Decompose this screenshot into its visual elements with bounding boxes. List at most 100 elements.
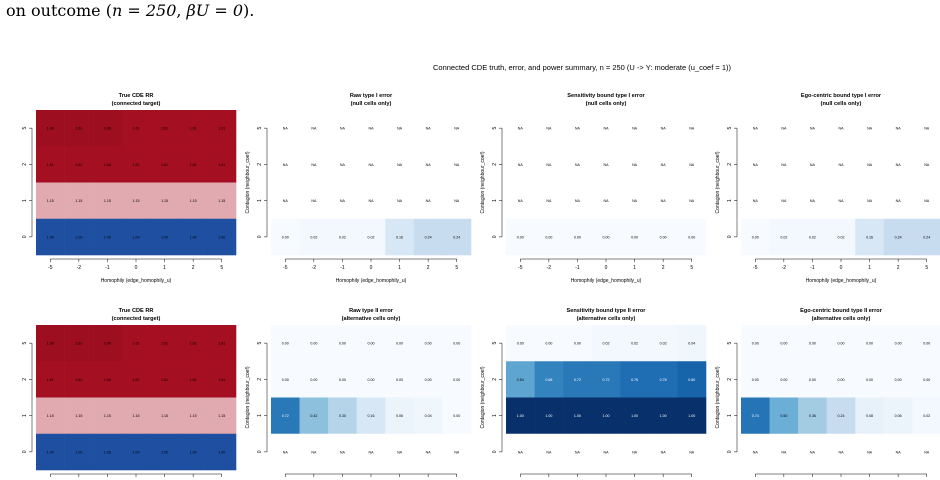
heatmap-cell [328,182,358,220]
heatmap-cell [328,397,358,435]
heatmap-cell [299,110,329,147]
heatmap-cell [855,325,885,362]
cell-value-label: 1.00 [688,414,695,418]
y-tick-label: 5 [22,342,28,345]
heatmap-cell [271,433,300,471]
heatmap-cell [912,146,940,183]
heatmap-cell [356,218,386,256]
y-tick-label: 1 [257,414,263,417]
cell-value-label: 0.24 [923,235,930,239]
heatmap-cell [826,433,856,471]
x-tick-label: -2 [782,265,787,271]
y-tick-label: 1 [22,199,28,202]
x-axis-label: Homophily (edge_homophily_u) [101,278,172,284]
cell-value-label: NA [454,127,460,131]
panel-subtitle: (null cells only) [351,101,392,107]
panel-subtitle: (connected target) [112,316,161,322]
heatmap-cell [178,218,208,256]
heatmap-cell [534,182,564,220]
heatmap-cell [271,218,300,256]
panel-title: Raw type I error [350,93,393,99]
heatmap-cell [121,218,151,256]
y-tick-label: 0 [22,235,28,238]
heatmap-cell [271,146,300,183]
cell-value-label: 0.00 [574,342,581,346]
heatmap-cell [534,433,564,471]
heatmap-cell [506,110,535,147]
cell-value-label: 1.00 [161,450,168,454]
heatmap-cell [506,218,535,256]
heatmap-cell [356,325,386,362]
heatmap-cell [93,146,123,183]
heatmap-panel: Ego-centric bound type II error (alternat… [715,308,940,477]
cell-value-label: NA [397,199,403,203]
cell-value-label: 1.60 [47,342,54,346]
heatmap-cell [93,433,123,471]
x-tick-label: 1 [163,265,166,271]
caption-post: ). [243,1,255,20]
cell-value-label: NA [369,163,375,167]
cell-value-label: 1.61 [218,342,225,346]
cell-value-label: 1.15 [218,199,225,203]
cell-value-label: 0.02 [603,342,610,346]
cell-value-label: NA [604,163,610,167]
cell-value-label: 0.00 [453,378,460,382]
x-tick-label: -2 [547,265,552,271]
cell-value-label: 0.16 [368,414,375,418]
heatmap-cell [356,397,386,435]
heatmap-cell [413,110,443,147]
cell-value-label: 1.00 [218,450,225,454]
cell-value-label: 1.61 [47,163,54,167]
cell-value-label: NA [426,163,432,167]
panel-subtitle: (alternative cells only) [342,316,401,322]
y-tick-label: 1 [22,414,28,417]
cell-value-label: 1.60 [104,163,111,167]
cell-value-label: 1.61 [133,163,140,167]
x-tick-label: 1 [633,265,636,271]
heatmap-cell [855,433,885,471]
x-tick-label: 2 [897,265,900,271]
cell-value-label: NA [575,199,581,203]
y-tick-label: 2 [257,163,263,166]
heatmap-cell [798,397,828,435]
cell-value-label: 0.00 [310,342,317,346]
panel-subtitle: (null cells only) [586,101,627,107]
cell-value-label: 0.74 [752,414,759,418]
heatmap-cell [620,325,650,362]
y-tick-label: 0 [22,450,28,453]
cell-value-label: 0.00 [688,235,695,239]
heatmap-cell [741,433,770,471]
cell-value-label: NA [283,199,289,203]
heatmap-cell [506,361,535,398]
heatmap-cell [563,182,593,220]
cell-value-label: 1.61 [75,127,82,131]
cell-value-label: 0.00 [895,342,902,346]
heatmap-cell [64,146,94,183]
cell-value-label: 0.00 [809,342,816,346]
cell-value-label: NA [810,450,816,454]
cell-value-label: NA [689,127,695,131]
heatmap-cell [534,325,564,362]
cell-value-label: 1.15 [104,414,111,418]
cell-value-label: NA [661,450,667,454]
heatmap-cell [534,397,564,435]
heatmap-cell [826,218,856,256]
y-tick-label: 5 [727,127,733,130]
cell-value-label: NA [311,450,317,454]
heatmap-cell [121,110,151,147]
heatmap-cell [855,146,885,183]
heatmap-cell [36,397,65,435]
heatmap-cell [883,361,913,398]
heatmap-cell [912,397,940,435]
cell-value-label: NA [340,199,346,203]
heatmap-cell [741,146,770,183]
heatmap-cell [413,397,443,435]
cell-value-label: NA [753,127,759,131]
cell-value-label: 1.61 [75,342,82,346]
cell-value-label: 1.15 [47,414,54,418]
heatmap-cell [64,110,94,147]
heatmap-cell [826,361,856,398]
heatmap-cell [741,325,770,362]
cell-value-label: 0.00 [631,235,638,239]
